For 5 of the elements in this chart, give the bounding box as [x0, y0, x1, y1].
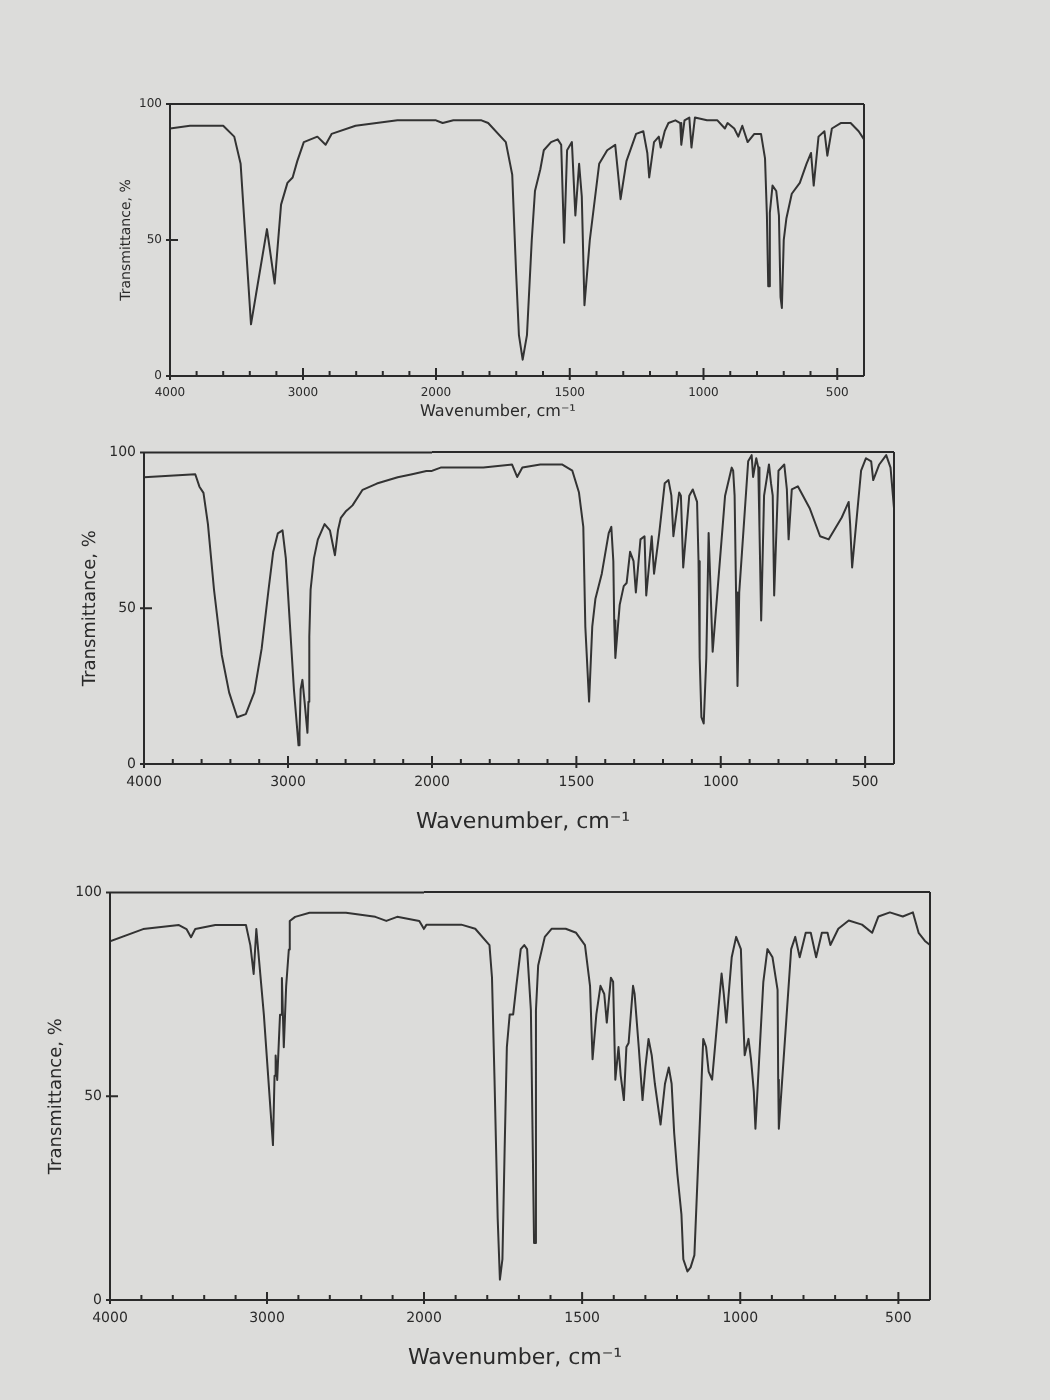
- x-axis-title: Wavenumber, cm⁻¹: [420, 402, 576, 420]
- y-axis-title: Transmittance, %: [81, 529, 102, 689]
- x-axis-title: Wavenumber, cm⁻¹: [416, 808, 631, 834]
- x-axis-title: Wavenumber, cm⁻¹: [408, 1344, 623, 1370]
- y-axis-title: Transmittance, %: [47, 1017, 68, 1177]
